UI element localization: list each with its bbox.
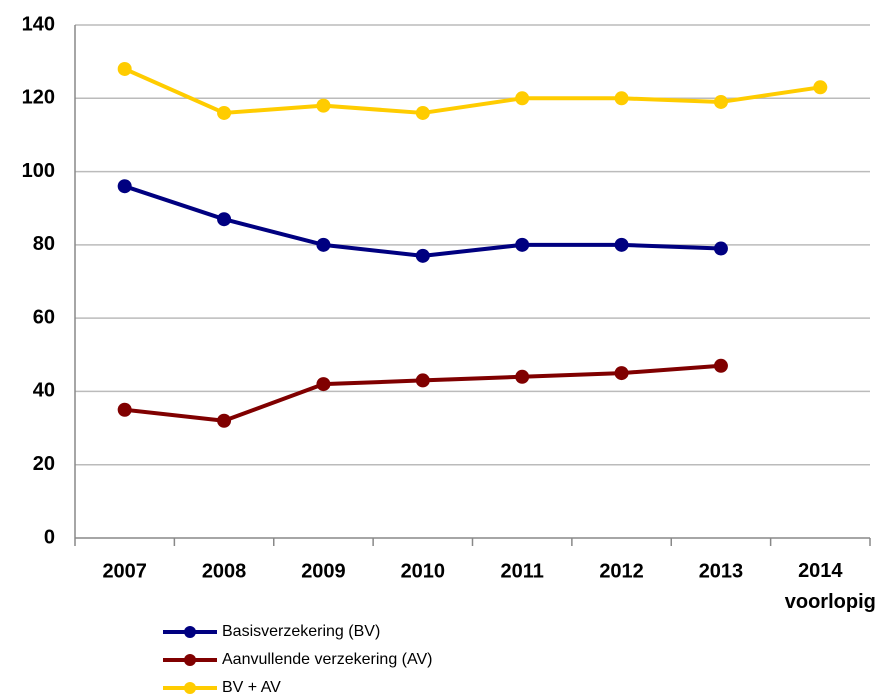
x-tick-label: 2007 <box>102 560 147 582</box>
data-point <box>415 248 430 263</box>
data-point <box>813 80 828 95</box>
data-point <box>316 237 331 252</box>
y-tick-label: 120 <box>22 87 55 109</box>
y-tick-label: 100 <box>22 160 55 182</box>
y-tick-label: 80 <box>33 233 55 255</box>
data-point <box>217 212 232 227</box>
series <box>117 358 728 428</box>
series-line <box>123 67 821 115</box>
data-point <box>614 91 629 106</box>
data-point <box>217 105 232 120</box>
x-tick-label-line: 2014 <box>798 560 843 582</box>
y-tick-label: 40 <box>33 380 55 402</box>
x-tick-label: 2009 <box>301 560 346 582</box>
data-point <box>316 377 331 392</box>
data-point <box>713 358 728 373</box>
data-point <box>316 98 331 113</box>
series <box>117 61 828 120</box>
legend-marker <box>184 626 196 638</box>
data-point <box>614 366 629 381</box>
data-point <box>415 373 430 388</box>
x-tick-label-line: voorlopig <box>785 591 876 613</box>
legend-label: Aanvullende verzekering (AV) <box>222 651 432 668</box>
x-tick-label: 2014 voorlopig <box>785 560 876 613</box>
data-point <box>217 413 232 428</box>
y-tick-label: 0 <box>44 526 55 548</box>
data-point <box>415 105 430 120</box>
legend-marker <box>184 654 196 666</box>
y-tick-label: 60 <box>33 306 55 328</box>
x-tick-label: 2008 <box>202 560 247 582</box>
legend-label: Basisverzekering (BV) <box>222 623 380 640</box>
legend-label: BV + AV <box>222 679 281 696</box>
x-tick-label: 2013 <box>699 560 744 582</box>
y-tick-label: 20 <box>33 453 55 475</box>
x-tick-label: 2012 <box>599 560 644 582</box>
x-tick-label: 2011 <box>500 560 543 582</box>
series <box>117 179 728 263</box>
data-point <box>614 237 629 252</box>
x-tick-label: 2010 <box>401 560 446 582</box>
data-point <box>515 237 530 252</box>
data-point <box>515 369 530 384</box>
data-point <box>515 91 530 106</box>
data-point <box>713 241 728 256</box>
legend-marker <box>184 682 196 694</box>
data-point <box>117 179 132 194</box>
y-tick-label: 140 <box>22 13 55 35</box>
data-point <box>117 402 132 417</box>
data-point <box>713 94 728 109</box>
data-point <box>117 61 132 76</box>
